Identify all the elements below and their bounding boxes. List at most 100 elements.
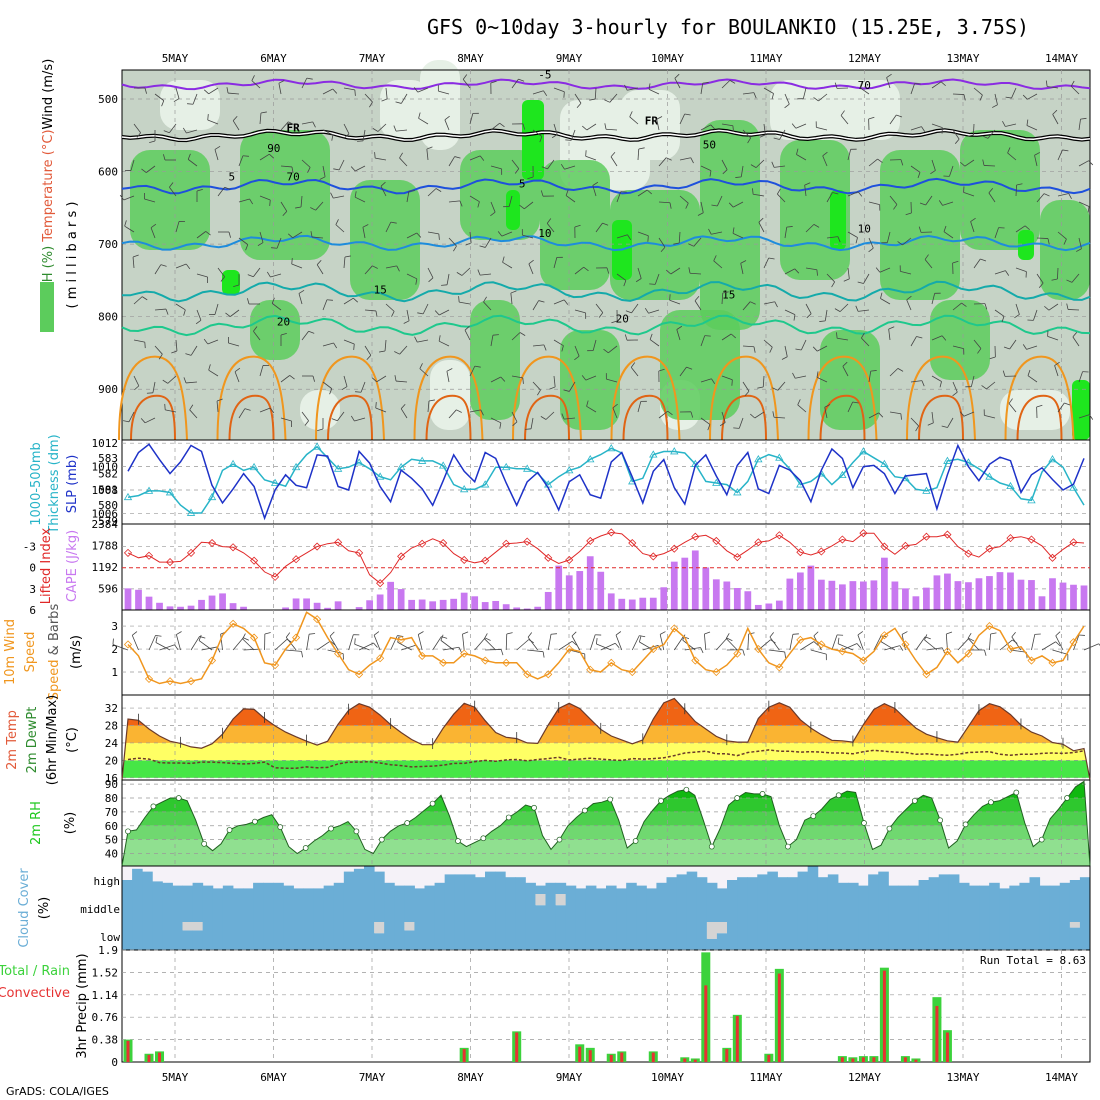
rh-moist-area (380, 80, 430, 140)
cloud-high-bar (616, 888, 627, 894)
isotherm-25 (807, 355, 878, 441)
upper-wind-barb (931, 375, 942, 388)
isotherm-label: -5 (538, 69, 551, 82)
cloud-low-bar (666, 922, 678, 950)
wind-speed-point (207, 656, 217, 665)
upper-wind-barb (658, 201, 672, 209)
cloud-middle-bar (575, 894, 587, 922)
cloud-low-bar (394, 922, 405, 950)
upper-wind-barb (989, 345, 996, 360)
surface-wind-barb (768, 649, 786, 658)
upper-wind-barb (595, 303, 604, 318)
li-label: Lifted Index (39, 527, 54, 604)
wind-speed-point (859, 656, 868, 665)
cloud-low-bar (606, 922, 617, 950)
rh-saturated-area (506, 190, 520, 230)
upper-wind-barb (1057, 402, 1071, 413)
rh2m-point (1038, 836, 1045, 843)
cape-bar (986, 576, 993, 610)
upper-wind-barb (919, 195, 933, 206)
cloud-low-bar (283, 922, 294, 950)
cloud-high-bar (222, 885, 234, 894)
upper-wind-barb (982, 159, 996, 167)
rh-green-area (820, 330, 880, 430)
rh2m-point (785, 843, 791, 850)
wind-speed-point (775, 663, 784, 672)
upper-wind-barb (203, 338, 219, 345)
upper-wind-barb (826, 192, 839, 203)
li-point (733, 553, 742, 562)
upper-wind-barb (763, 87, 774, 100)
surface-wind-barb (810, 649, 827, 661)
upper-wind-barb (280, 375, 295, 383)
upper-wind-barb (635, 267, 642, 283)
surface-wind-barb (957, 637, 975, 651)
cape-bar (187, 605, 195, 610)
cape-bar (555, 565, 563, 610)
rh2m-point (988, 799, 994, 806)
upper-wind-barb (1036, 237, 1050, 245)
upper-wind-barb (930, 159, 936, 175)
upper-wind-barb (805, 267, 818, 276)
cloud-high-bar (162, 882, 173, 894)
isotherm-label: 15 (722, 289, 735, 302)
wind-speed-point (586, 665, 595, 674)
cloud-middle-bar (888, 894, 899, 922)
upper-wind-barb (658, 157, 672, 167)
li-point (775, 531, 784, 540)
cape-tick: 2384 (92, 518, 119, 531)
thickness-point (417, 456, 427, 464)
cloud-low-bar (162, 922, 173, 950)
temp-label-1: 2m Temp (5, 710, 20, 770)
upper-wind-barb (341, 375, 348, 391)
cloud-middle-bar (858, 894, 869, 922)
cloud-low-bar (253, 922, 264, 950)
rh-contour-label: 70 (858, 79, 871, 92)
upper-wind-barb (477, 269, 492, 276)
upper-wind-barb (549, 375, 556, 390)
cloud-low-bar (979, 922, 990, 950)
upper-wind-barb (335, 219, 345, 233)
cloud-low-bar (495, 922, 506, 950)
upper-wind-barb (322, 342, 338, 349)
upper-wind-barb (379, 339, 387, 353)
cloud-low-bar (918, 922, 930, 950)
slp-tick: 1006 (92, 507, 119, 520)
upper-wind-barb (1026, 119, 1038, 131)
cloud-level-label: middle (80, 903, 120, 916)
upper-wind-barb (992, 93, 998, 108)
cloud-high-bar (767, 871, 778, 894)
rh-moist-area (1000, 390, 1070, 430)
cloud-low-bar (333, 922, 345, 950)
surface-wind-barb (547, 633, 558, 651)
upper-wind-barb (1045, 80, 1059, 89)
cape-bar (229, 603, 237, 610)
upper-wind-barb (826, 273, 835, 288)
chart-title: GFS 0~10day 3-hourly for BOULANKIO (15.2… (427, 15, 1029, 39)
surface-wind-barb (789, 633, 799, 651)
upper-air-ylabel: RH (%) Temperature (°C)Wind (m/s) (41, 59, 56, 292)
day-labels-top: 5MAY 6MAY 7MAY 8MAY 9MAY 10MAY 11MAY 12MAY 13MAY… (162, 52, 1079, 65)
upper-wind-barb (374, 152, 387, 161)
surface-wind-barb (725, 633, 738, 651)
upper-wind-barb (427, 267, 434, 283)
temp-tick: 24 (105, 737, 119, 750)
wind-speed-point (397, 635, 406, 644)
upper-wind-barb (931, 81, 946, 89)
upper-wind-barb (899, 265, 912, 275)
rh2m-tick: 50 (105, 834, 118, 847)
upper-wind-barb (804, 182, 811, 197)
upper-wind-barb (1076, 237, 1082, 252)
upper-wind-barb (910, 336, 923, 347)
cloud-low-gap (716, 922, 728, 934)
surface-wind-barb (155, 636, 171, 651)
rh2m-band (122, 825, 1090, 840)
surface-wind-barb (474, 637, 491, 651)
upper-wind-barb (868, 237, 874, 253)
surface-wind-barb (354, 638, 370, 651)
cloud-high-bar (1079, 877, 1091, 894)
cape-bar (219, 593, 226, 610)
upper-wind-barb (994, 270, 1010, 276)
cloud-high-bar (626, 882, 637, 894)
